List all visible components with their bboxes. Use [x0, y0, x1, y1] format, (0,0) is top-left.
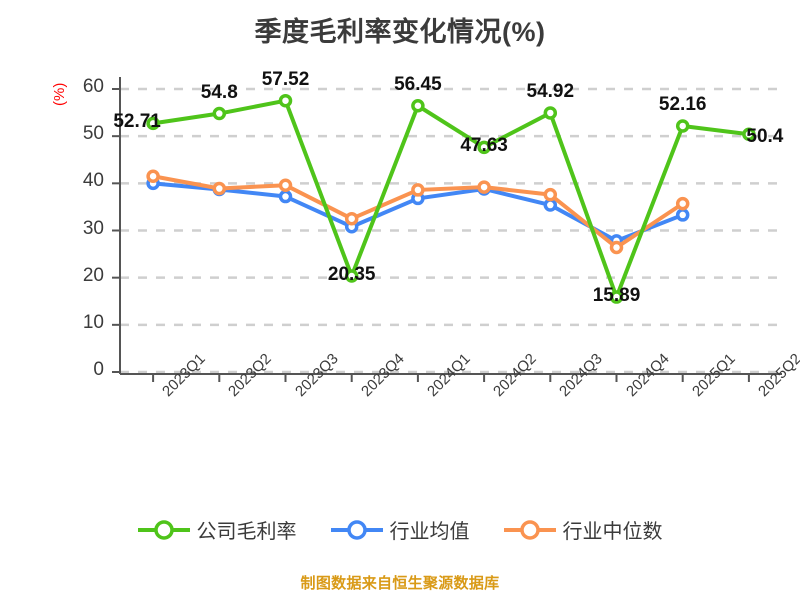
series-point-marker [543, 187, 558, 202]
series-point-marker [609, 240, 624, 255]
legend-item[interactable]: 行业均值 [330, 515, 470, 544]
data-point-label: 50.4 [746, 126, 784, 148]
series-point-marker [278, 93, 293, 108]
chart-title: 季度毛利率变化情况(%) [254, 17, 546, 47]
data-point-label: 20.35 [327, 264, 376, 286]
series-point-marker [212, 181, 227, 196]
series-point-marker [146, 169, 160, 184]
series-point-marker [675, 119, 690, 133]
series-point-marker [477, 140, 491, 155]
series-point-marker [278, 178, 293, 192]
data-point-label: 54.92 [526, 80, 575, 102]
series-point-marker [344, 269, 359, 283]
legend-item-label: 行业中位数 [562, 521, 663, 543]
y-axis-tick-label: 60 [82, 76, 104, 97]
legend-item-label: 公司毛利率 [196, 521, 297, 543]
data-point-label: 52.16 [658, 93, 707, 115]
series-point-marker [543, 106, 558, 120]
series-point-marker [344, 211, 359, 226]
series-point-marker [675, 196, 690, 211]
legend-item[interactable]: 公司毛利率 [137, 515, 297, 544]
series-point-marker [411, 183, 425, 197]
data-point-label: 52.71 [113, 111, 161, 133]
series-point-marker [543, 198, 558, 212]
series-point-marker [411, 98, 425, 113]
data-point-label: 15.89 [592, 285, 641, 307]
chart-legend: 公司毛利率 行业均值 行业中位数 [0, 515, 800, 544]
series-point-marker [742, 127, 756, 142]
y-axis-tick-label: 10 [82, 311, 104, 333]
legend-item-label: 行业均值 [389, 521, 470, 543]
footer-source-note: 制图数据来自恒生聚源数据库 [300, 575, 500, 592]
series-line [151, 98, 751, 300]
y-axis-tick-label: 50 [82, 123, 104, 145]
legend-swatch-icon [503, 519, 556, 540]
series-point-marker [609, 290, 624, 304]
series-point-marker [477, 180, 491, 194]
legend-swatch-icon [330, 519, 383, 540]
y-axis-tick-label: 40 [82, 170, 104, 192]
series-point-marker [278, 189, 293, 204]
legend-swatch-icon [137, 519, 190, 540]
data-point-label: 54.8 [200, 81, 238, 103]
series-point-marker [146, 116, 160, 131]
y-axis-tick-label: 20 [82, 264, 104, 286]
data-point-label: 56.45 [394, 73, 442, 95]
data-point-label: 47.63 [460, 135, 508, 157]
data-point-label: 57.52 [261, 68, 310, 90]
series-point-marker [675, 208, 690, 222]
y-axis-tick-label: 30 [82, 217, 104, 239]
legend-item[interactable]: 行业中位数 [503, 515, 663, 544]
y-axis-tick-label: 0 [93, 359, 104, 380]
series-point-marker [212, 106, 227, 121]
